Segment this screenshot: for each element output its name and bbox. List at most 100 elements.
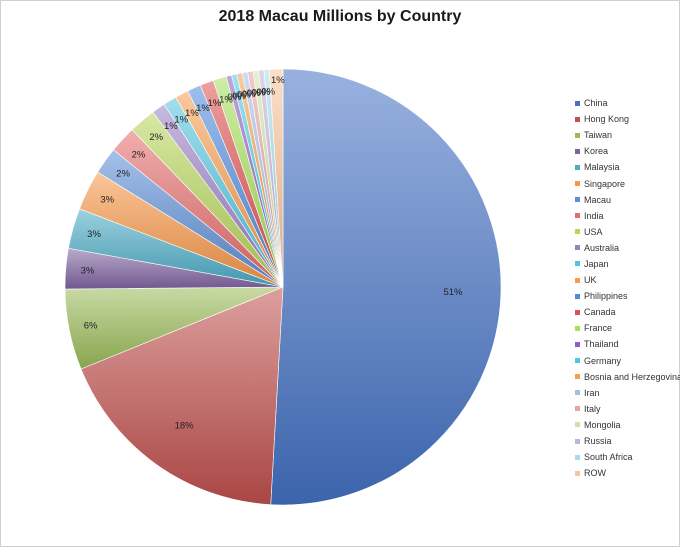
legend-item: France — [575, 320, 680, 336]
legend-label: UK — [584, 275, 597, 286]
data-label: 51% — [443, 287, 463, 298]
legend-swatch — [575, 213, 580, 219]
data-label: 18% — [175, 420, 195, 431]
legend-swatch — [575, 293, 580, 299]
data-label: 1% — [207, 98, 221, 109]
data-label: 0% — [227, 92, 241, 103]
legend-label: France — [584, 323, 613, 334]
legend-swatch — [575, 454, 580, 460]
legend-label: Hong Kong — [584, 114, 630, 125]
legend-item: Mongolia — [575, 417, 680, 433]
legend-swatch — [575, 309, 580, 315]
legend-swatch — [575, 341, 580, 347]
data-label: 0% — [252, 87, 266, 98]
legend-swatch — [575, 422, 580, 428]
legend-swatch — [575, 132, 580, 138]
legend-swatch — [575, 197, 580, 203]
legend-swatch — [575, 245, 580, 251]
legend-item: Taiwan — [575, 127, 680, 143]
legend: China Hong Kong Taiwan Korea Malaysia Singapo… — [575, 95, 680, 481]
data-label: 1% — [196, 103, 210, 114]
legend-item: Malaysia — [575, 159, 680, 175]
legend-label: Iran — [584, 387, 600, 398]
data-label: 2% — [132, 149, 146, 160]
legend-label: India — [584, 210, 604, 221]
legend-item: Italy — [575, 401, 680, 417]
legend-swatch — [575, 470, 580, 476]
legend-label: Canada — [584, 307, 616, 318]
legend-item: Bosnia and Herzegovina — [575, 369, 680, 385]
legend-label: Taiwan — [584, 130, 613, 141]
legend-item: Thailand — [575, 336, 680, 352]
legend-item: Hong Kong — [575, 111, 680, 127]
data-label: 0% — [242, 89, 256, 100]
data-label: 2% — [116, 168, 130, 179]
legend-label: Mongolia — [584, 419, 621, 430]
legend-item: USA — [575, 224, 680, 240]
legend-swatch — [575, 229, 580, 235]
legend-item: UK — [575, 272, 680, 288]
legend-item: Macau — [575, 192, 680, 208]
legend-swatch — [575, 148, 580, 154]
legend-item: Canada — [575, 304, 680, 320]
legend-swatch — [575, 325, 580, 331]
data-label: 1% — [219, 94, 233, 105]
legend-swatch — [575, 358, 580, 364]
legend-label: Thailand — [584, 339, 619, 350]
legend-item: Philippines — [575, 288, 680, 304]
legend-item: Germany — [575, 353, 680, 369]
legend-swatch — [575, 181, 580, 187]
legend-swatch — [575, 277, 580, 283]
legend-swatch — [575, 100, 580, 106]
legend-label: Italy — [584, 403, 601, 414]
chart-title: 2018 Macau Millions by Country — [218, 8, 462, 25]
legend-label: Korea — [584, 146, 609, 157]
data-label: 3% — [87, 229, 101, 240]
data-label: 1% — [185, 108, 199, 119]
pie-slice-row — [269, 68, 284, 288]
data-label: 0% — [261, 86, 275, 97]
data-label: 0% — [232, 91, 246, 102]
data-label: 2% — [149, 132, 163, 143]
legend-label: ROW — [584, 468, 606, 479]
legend-swatch — [575, 406, 580, 412]
legend-label: Singapore — [584, 178, 626, 189]
legend-swatch — [575, 374, 580, 380]
legend-swatch — [575, 116, 580, 122]
legend-label: China — [584, 98, 608, 109]
legend-label: Malaysia — [584, 162, 620, 173]
legend-item: ROW — [575, 465, 680, 481]
data-label: 6% — [84, 321, 98, 332]
pie-slice-china — [270, 68, 502, 506]
legend-item: Russia — [575, 433, 680, 449]
legend-label: Philippines — [584, 291, 628, 302]
legend-item: Korea — [575, 143, 680, 159]
legend-label: Macau — [584, 194, 612, 205]
legend-label: Japan — [584, 258, 609, 269]
legend-item: Japan — [575, 256, 680, 272]
legend-label: Russia — [584, 436, 612, 447]
legend-item: South Africa — [575, 449, 680, 465]
legend-label: USA — [584, 226, 603, 237]
legend-swatch — [575, 261, 580, 267]
legend-item: India — [575, 208, 680, 224]
data-label: 0% — [237, 90, 251, 101]
legend-label: Bosnia and Herzegovina — [584, 371, 680, 382]
legend-label: South Africa — [584, 452, 633, 463]
legend-item: Australia — [575, 240, 680, 256]
legend-item: China — [575, 95, 680, 111]
legend-item: Singapore — [575, 175, 680, 191]
data-label: 0% — [247, 88, 261, 99]
legend-label: Germany — [584, 355, 622, 366]
data-label: 1% — [271, 75, 285, 86]
legend-swatch — [575, 164, 580, 170]
data-label: 1% — [164, 121, 178, 132]
data-label: 3% — [81, 265, 95, 276]
pie-slice-hong-kong — [80, 286, 284, 505]
data-label: 3% — [100, 195, 114, 206]
data-label: 1% — [174, 114, 188, 125]
legend-swatch — [575, 438, 580, 444]
legend-swatch — [575, 390, 580, 396]
legend-label: Australia — [584, 242, 620, 253]
